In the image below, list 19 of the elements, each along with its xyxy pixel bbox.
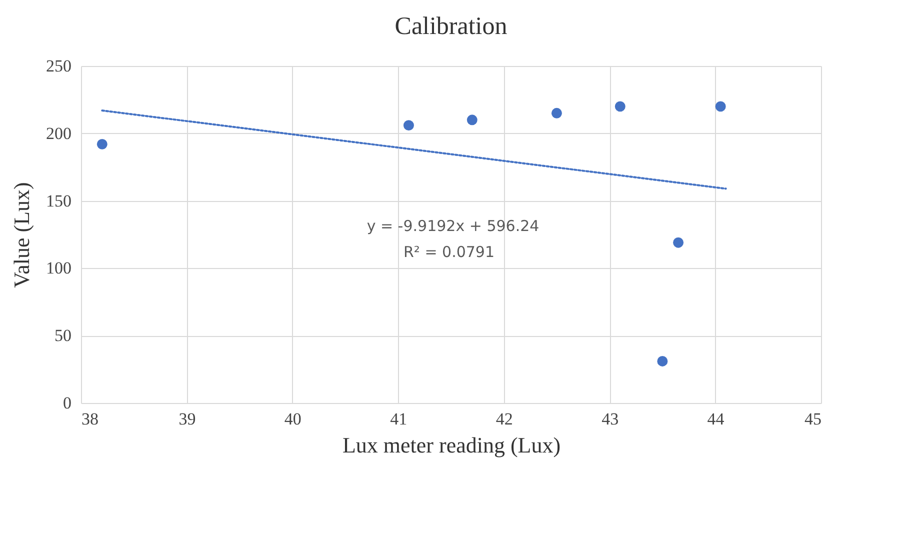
x-tick-label: 38 [82,410,98,428]
y-tick-label: 200 [46,124,72,143]
x-axis-title: Lux meter reading (Lux) [342,432,561,458]
y-tick-label: 0 [63,394,72,412]
x-tick-label: 43 [602,410,619,428]
y-tick-label: 100 [46,258,72,278]
x-tick-label: 45 [804,410,822,428]
x-tick-label: 40 [284,410,302,428]
y-tick-label: 250 [46,56,72,76]
x-tick-label: 39 [178,410,196,428]
annotation: R² = 0.0791 [403,243,495,261]
annotation: y = -9.9192x + 596.24 [366,217,540,235]
x-tick-label: 42 [496,410,513,428]
x-tick-label: 44 [707,410,725,428]
x-tick-label: 41 [390,410,408,428]
y-tick-label: 150 [46,191,72,210]
y-axis-title: Value (Lux) [9,182,34,288]
y-tick-label: 50 [54,326,72,346]
chart-title: Calibration [394,13,508,40]
